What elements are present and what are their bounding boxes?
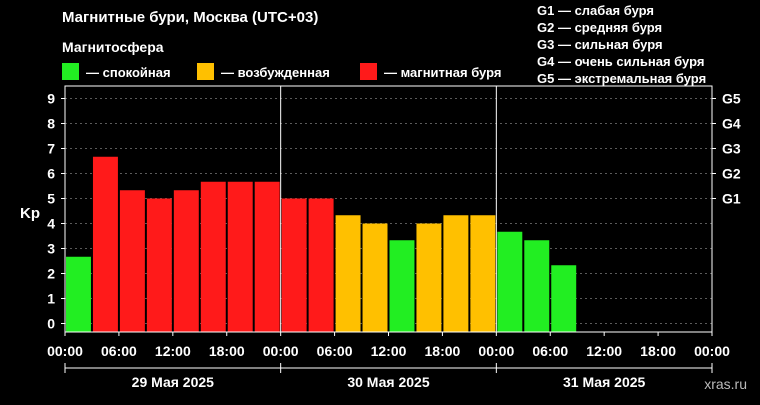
- x-tick-label: 12:00: [155, 343, 191, 359]
- x-tick-label: 00:00: [263, 343, 299, 359]
- chart-subtitle: Магнитосфера: [62, 39, 164, 55]
- kp-bar: [362, 223, 388, 332]
- day-label: 29 Мая 2025: [132, 374, 214, 390]
- legend-label-calm: — спокойная: [86, 65, 171, 80]
- kp-bar: [254, 181, 280, 332]
- g-legend-g1: G1 — слабая буря: [537, 3, 654, 18]
- x-tick-label: 18:00: [640, 343, 676, 359]
- g-tick-label: G1: [722, 191, 741, 207]
- kp-bar: [389, 240, 415, 332]
- kp-bar: [119, 190, 145, 332]
- y-tick-label: 8: [47, 116, 55, 132]
- x-tick-label: 00:00: [478, 343, 514, 359]
- day-label: 31 Мая 2025: [563, 374, 645, 390]
- y-tick-label: 1: [47, 291, 55, 307]
- legend-label-storm: — магнитная буря: [384, 65, 501, 80]
- kp-bar: [281, 198, 307, 332]
- chart-title: Магнитные бури, Москва (UTC+03): [62, 9, 318, 26]
- kp-bar: [524, 240, 550, 332]
- y-tick-label: 3: [47, 241, 55, 257]
- legend-swatch-storm: [360, 63, 377, 80]
- x-tick-label: 00:00: [47, 343, 83, 359]
- x-tick-label: 18:00: [425, 343, 461, 359]
- y-tick-label: 7: [47, 141, 55, 157]
- y-tick-label: 9: [47, 91, 55, 107]
- day-label: 30 Мая 2025: [347, 374, 429, 390]
- kp-bar: [173, 190, 199, 332]
- kp-bar: [470, 215, 496, 332]
- x-tick-label: 00:00: [694, 343, 730, 359]
- x-tick-label: 06:00: [532, 343, 568, 359]
- x-tick-label: 06:00: [101, 343, 137, 359]
- kp-bar: [308, 198, 334, 332]
- kp-bar: [146, 198, 172, 332]
- kp-bar: [443, 215, 469, 332]
- kp-bar: [335, 215, 361, 332]
- watermark: xras.ru: [704, 376, 747, 392]
- x-tick-label: 18:00: [209, 343, 245, 359]
- legend-swatch-calm: [62, 63, 79, 80]
- y-axis-label: Kp: [20, 205, 40, 222]
- kp-bar: [66, 256, 91, 332]
- kp-bar: [200, 181, 226, 332]
- g-legend-g2: G2 — средняя буря: [537, 20, 662, 35]
- g-legend-g4: G4 — очень сильная буря: [537, 54, 704, 69]
- y-tick-label: 6: [47, 166, 55, 182]
- g-tick-label: G5: [722, 91, 741, 107]
- x-tick-label: 12:00: [586, 343, 622, 359]
- kp-bar: [92, 156, 118, 332]
- kp-bar: [227, 181, 253, 332]
- g-tick-label: G4: [722, 116, 741, 132]
- kp-bar: [551, 265, 577, 332]
- g-tick-label: G2: [722, 166, 741, 182]
- kp-bar: [497, 231, 523, 332]
- plot-area: 0 1 2 3 4 5 6 7 8 9 G1 G2 G3 G4 G5 00:00 06:00 12:00 18:00…: [47, 85, 741, 390]
- x-tick-label: 06:00: [317, 343, 353, 359]
- legend-swatch-excited: [197, 63, 214, 80]
- g-legend-g5: G5 — экстремальная буря: [537, 71, 706, 86]
- y-tick-label: 4: [47, 216, 55, 232]
- y-tick-label: 0: [47, 316, 55, 332]
- g-tick-label: G3: [722, 141, 741, 157]
- legend-label-excited: — возбужденная: [221, 65, 330, 80]
- y-tick-label: 5: [47, 191, 55, 207]
- x-tick-label: 12:00: [371, 343, 407, 359]
- y-tick-label: 2: [47, 266, 55, 282]
- g-legend-g3: G3 — сильная буря: [537, 37, 663, 52]
- kp-bar: [416, 223, 442, 332]
